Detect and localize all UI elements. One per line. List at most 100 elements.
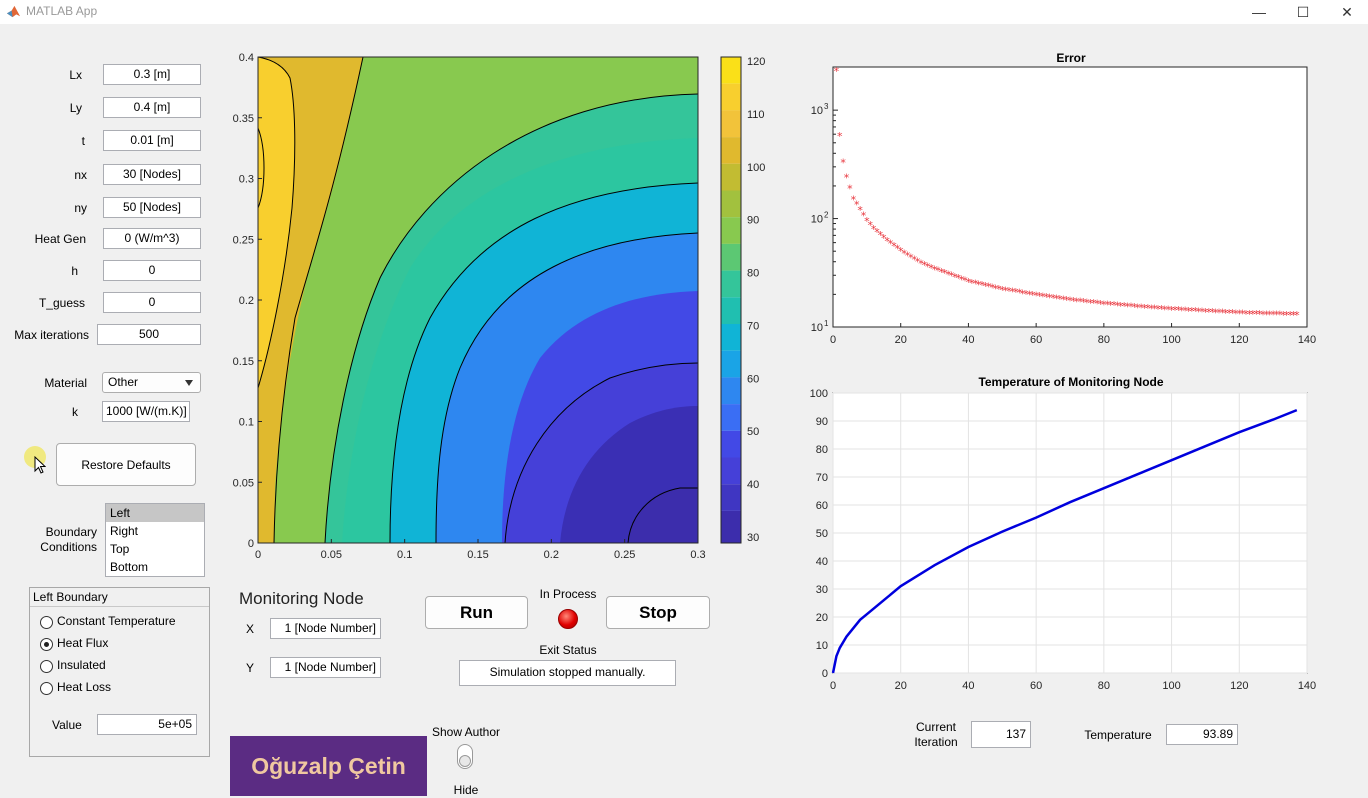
monitor-x-field[interactable]: 1 [Node Number] bbox=[270, 618, 381, 639]
error-point: * bbox=[898, 245, 904, 258]
error-point: * bbox=[1030, 289, 1036, 302]
error-point: * bbox=[979, 279, 985, 292]
error-point: * bbox=[1023, 288, 1029, 301]
error-point: * bbox=[1230, 307, 1236, 320]
author-toggle-switch[interactable] bbox=[457, 744, 473, 769]
error-point: * bbox=[1121, 300, 1127, 313]
temperature-grid bbox=[832, 392, 1308, 674]
error-point: * bbox=[1281, 309, 1287, 322]
maximize-button[interactable]: ☐ bbox=[1296, 3, 1310, 20]
radio-heat-loss[interactable] bbox=[40, 682, 53, 695]
error-point: * bbox=[1094, 298, 1100, 311]
temperature-chart: Temperature of Monitoring Node 0 20 40 60 80… bbox=[810, 375, 1317, 692]
error-point: * bbox=[1111, 299, 1117, 312]
error-point: * bbox=[844, 171, 850, 184]
error-point: * bbox=[874, 226, 880, 239]
boundary-item-left[interactable]: Left bbox=[106, 504, 204, 522]
error-point: * bbox=[1098, 298, 1104, 311]
error-point: * bbox=[918, 257, 924, 270]
radio-insulated[interactable] bbox=[40, 660, 53, 673]
stop-button[interactable]: Stop bbox=[606, 596, 710, 629]
error-point: * bbox=[1054, 293, 1060, 306]
left-boundary-title: Left Boundary bbox=[30, 588, 209, 607]
error-point: * bbox=[912, 254, 918, 267]
temperature-y-tick-label: 60 bbox=[816, 500, 828, 512]
error-x-tick-label: 0 bbox=[830, 334, 836, 346]
radio-constant-temperature[interactable] bbox=[40, 616, 53, 629]
t-guess-field[interactable]: 0 bbox=[103, 292, 201, 313]
monitor-x-label: X bbox=[246, 622, 255, 636]
error-point: * bbox=[915, 256, 921, 269]
contour-x-tick-label: 0.1 bbox=[397, 549, 412, 561]
status-lamp bbox=[558, 609, 578, 629]
error-point: * bbox=[1071, 295, 1077, 308]
error-point: * bbox=[1159, 303, 1165, 316]
max-iterations-field[interactable]: 500 bbox=[97, 324, 201, 345]
error-point: * bbox=[895, 243, 901, 256]
error-point: * bbox=[881, 232, 887, 245]
contour-x-ticks: 0 0.05 0.1 0.15 0.2 0.25 0.3 bbox=[255, 539, 706, 561]
option-heat-flux-label: Heat Flux bbox=[57, 636, 109, 650]
colorbar-tick-label: 30 bbox=[747, 532, 759, 544]
error-point: * bbox=[1044, 291, 1050, 304]
error-point: * bbox=[1074, 295, 1080, 308]
error-point: * bbox=[1138, 302, 1144, 315]
error-point: * bbox=[1145, 302, 1151, 315]
error-point: * bbox=[1088, 297, 1094, 310]
nx-field[interactable]: 30 [Nodes] bbox=[103, 164, 201, 185]
error-point: * bbox=[1196, 305, 1202, 318]
error-series: ****************************************… bbox=[834, 65, 1300, 322]
close-button[interactable]: ✕ bbox=[1341, 3, 1353, 20]
left-boundary-panel: Left Boundary Constant Temperature Heat … bbox=[29, 587, 210, 757]
ny-field[interactable]: 50 [Nodes] bbox=[103, 197, 201, 218]
colorbar-tick-label: 100 bbox=[747, 162, 765, 174]
current-iteration-label-2: Iteration bbox=[914, 735, 958, 749]
boundary-item-top[interactable]: Top bbox=[110, 542, 130, 556]
contour-y-tick-label: 0.4 bbox=[239, 52, 254, 64]
error-point: * bbox=[1284, 309, 1290, 322]
material-selected: Other bbox=[108, 375, 139, 389]
contour-y-tick-label: 0 bbox=[248, 538, 254, 550]
ly-field[interactable]: 0.4 [m] bbox=[103, 97, 201, 118]
material-dropdown[interactable]: Other bbox=[102, 372, 201, 393]
error-point: * bbox=[1176, 304, 1182, 317]
contour-y-tick-label: 0.05 bbox=[233, 477, 254, 489]
error-point: * bbox=[1067, 295, 1073, 308]
error-point: * bbox=[1057, 293, 1063, 306]
monitor-y-field[interactable]: 1 [Node Number] bbox=[270, 657, 381, 678]
radio-heat-flux[interactable] bbox=[40, 638, 53, 651]
error-point: * bbox=[1142, 302, 1148, 315]
hide-label: Hide bbox=[453, 783, 479, 797]
toggle-knob bbox=[459, 755, 471, 767]
exit-status-field: Simulation stopped manually. bbox=[459, 660, 676, 686]
author-banner: Oğuzalp Çetin bbox=[230, 736, 427, 796]
restore-defaults-button[interactable]: Restore Defaults bbox=[56, 443, 196, 486]
error-point: * bbox=[1047, 292, 1053, 305]
boundary-item-right[interactable]: Right bbox=[110, 524, 139, 538]
contour-x-tick-label: 0.15 bbox=[467, 549, 488, 561]
run-button[interactable]: Run bbox=[425, 596, 528, 629]
contour-y-tick-label: 0.1 bbox=[239, 417, 254, 429]
error-point: * bbox=[959, 273, 965, 286]
title-bar: MATLAB App — ☐ ✕ bbox=[0, 0, 1368, 24]
boundary-item-bottom[interactable]: Bottom bbox=[110, 560, 149, 574]
temperature-x-tick-label: 100 bbox=[1162, 680, 1180, 692]
boundary-value-field[interactable]: 5e+05 bbox=[97, 714, 197, 735]
heat-gen-field[interactable]: 0 (W/m^3) bbox=[103, 228, 201, 249]
lx-field[interactable]: 0.3 [m] bbox=[103, 64, 201, 85]
t-field[interactable]: 0.01 [m] bbox=[103, 130, 201, 151]
error-point: * bbox=[840, 156, 846, 169]
error-y-tick-exponent: 3 bbox=[824, 102, 829, 111]
h-field[interactable]: 0 bbox=[103, 260, 201, 281]
error-point: * bbox=[922, 259, 928, 272]
error-point: * bbox=[1277, 309, 1283, 322]
error-point: * bbox=[935, 265, 941, 278]
error-point: * bbox=[1206, 306, 1212, 319]
contour-y-tick-label: 0.15 bbox=[233, 356, 254, 368]
param-label-heat-gen: Heat Gen bbox=[34, 232, 86, 246]
colorbar-tick-label: 110 bbox=[747, 109, 765, 121]
option-constant-temperature-label: Constant Temperature bbox=[57, 614, 176, 628]
minimize-button[interactable]: — bbox=[1252, 4, 1266, 20]
boundary-listbox[interactable]: Left Right Top Bottom bbox=[105, 503, 205, 577]
k-field[interactable]: 1000 [W/(m.K)] bbox=[102, 401, 190, 422]
